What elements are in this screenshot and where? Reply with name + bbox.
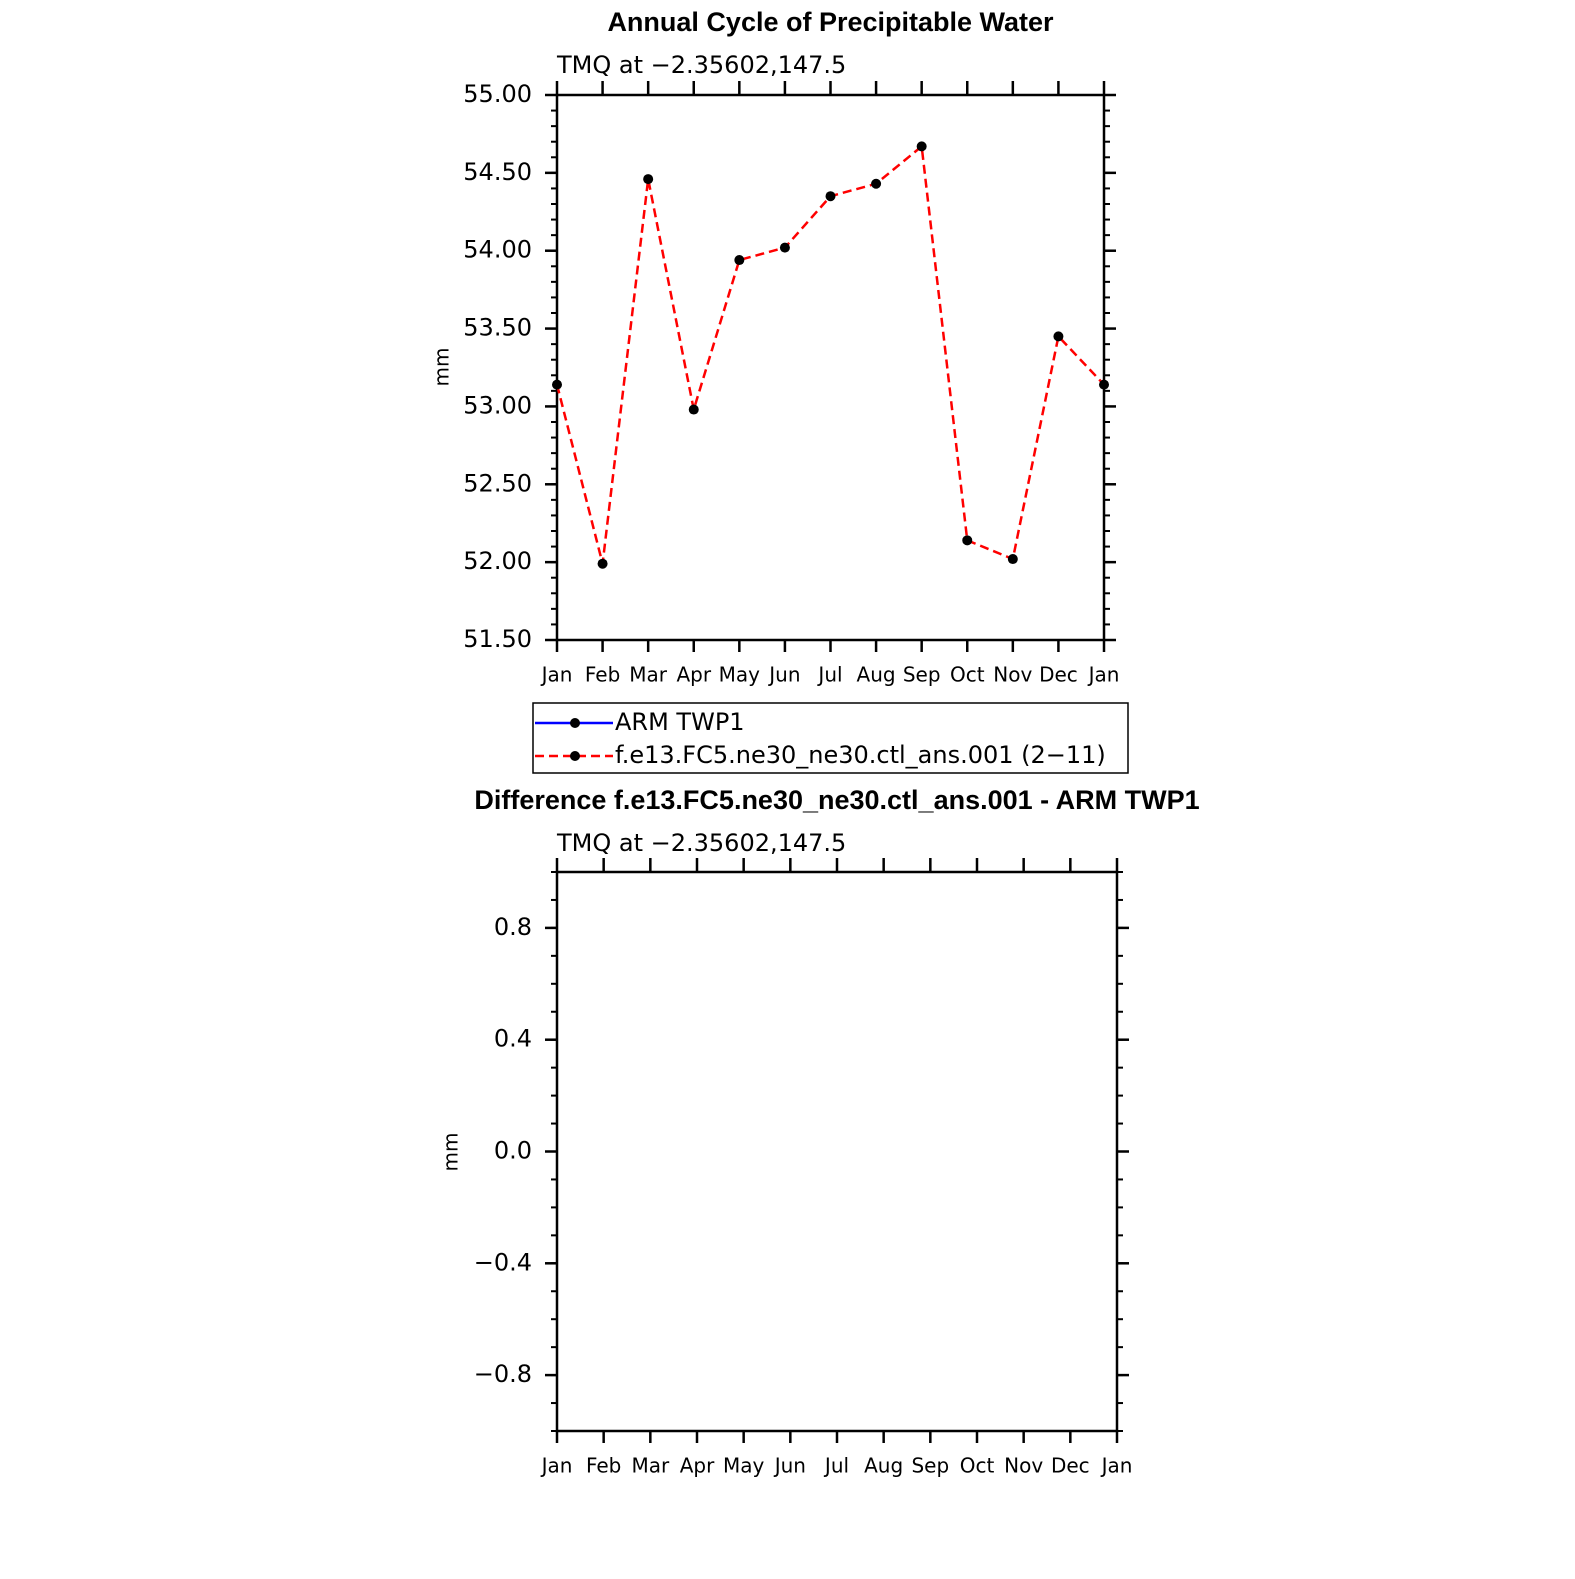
x-tick-label: May bbox=[723, 1454, 765, 1478]
y-tick-label: 53.00 bbox=[463, 391, 532, 419]
y-tick-label: −0.8 bbox=[474, 1360, 532, 1388]
plot-frame bbox=[555, 93, 1106, 642]
x-tick-label: Dec bbox=[1051, 1454, 1090, 1478]
y-axis-label: mm bbox=[430, 348, 454, 387]
x-tick-label: Sep bbox=[903, 663, 941, 687]
y-tick-label: 51.50 bbox=[463, 625, 532, 653]
x-tick-label: Jan bbox=[540, 1454, 573, 1478]
y-tick-label: 0.0 bbox=[494, 1137, 532, 1165]
x-tick-label: Sep bbox=[911, 1454, 949, 1478]
x-tick-label: Aug bbox=[857, 663, 896, 687]
y-tick-label: 52.50 bbox=[463, 469, 532, 497]
x-tick-label: Feb bbox=[586, 1454, 621, 1478]
x-tick-label: Jun bbox=[773, 1454, 806, 1478]
x-tick-label: Jan bbox=[540, 663, 573, 687]
data-point bbox=[916, 141, 927, 152]
data-point bbox=[779, 242, 790, 253]
x-tick-label: Jul bbox=[816, 663, 842, 687]
legend-box bbox=[532, 702, 1129, 774]
plot-frame bbox=[555, 870, 1119, 1433]
data-point bbox=[1007, 554, 1018, 565]
x-tick-label: Apr bbox=[680, 1454, 715, 1478]
data-point bbox=[688, 404, 699, 415]
x-tick-label: Feb bbox=[585, 663, 620, 687]
y-tick-label: 53.50 bbox=[463, 314, 532, 342]
x-tick-label: Jan bbox=[1100, 1454, 1133, 1478]
x-tick-label: May bbox=[719, 663, 761, 687]
chart-title: Difference f.e13.FC5.ne30_ne30.ctl_ans.0… bbox=[474, 785, 1199, 815]
y-tick-label: 54.50 bbox=[463, 158, 532, 186]
data-point bbox=[552, 379, 562, 390]
y-axis-label: mm bbox=[439, 1133, 463, 1172]
legend-label: ARM TWP1 bbox=[615, 708, 745, 736]
x-tick-label: Nov bbox=[1004, 1454, 1043, 1478]
x-tick-label: Apr bbox=[676, 663, 711, 687]
legend-marker bbox=[570, 751, 580, 761]
x-tick-label: Nov bbox=[993, 663, 1032, 687]
legend-marker bbox=[570, 718, 580, 728]
y-tick-label: 55.00 bbox=[463, 80, 532, 108]
x-tick-label: Jun bbox=[767, 663, 800, 687]
data-point bbox=[597, 558, 608, 569]
data-point bbox=[1053, 331, 1064, 342]
x-tick-label: Oct bbox=[950, 663, 985, 687]
chart-title: Annual Cycle of Precipitable Water bbox=[607, 7, 1054, 37]
x-tick-label: Jul bbox=[823, 1454, 849, 1478]
subtitle: TMQ at −2.35602,147.5 bbox=[556, 829, 846, 857]
data-point bbox=[825, 191, 836, 202]
x-tick-label: Jan bbox=[1087, 663, 1120, 687]
x-tick-label: Aug bbox=[864, 1454, 903, 1478]
x-tick-label: Dec bbox=[1039, 663, 1078, 687]
legend-label: f.e13.FC5.ne30_ne30.ctl_ans.001 (2−11) bbox=[615, 741, 1106, 769]
data-point bbox=[962, 535, 973, 546]
y-tick-label: 54.00 bbox=[463, 236, 532, 264]
y-tick-label: 0.8 bbox=[494, 913, 532, 941]
data-point bbox=[871, 178, 882, 189]
data-point bbox=[643, 174, 654, 185]
x-tick-label: Oct bbox=[960, 1454, 995, 1478]
subtitle: TMQ at −2.35602,147.5 bbox=[556, 51, 846, 79]
x-tick-label: Mar bbox=[631, 1454, 670, 1478]
data-point bbox=[734, 255, 745, 266]
y-tick-label: 0.4 bbox=[494, 1025, 532, 1053]
y-tick-label: 52.00 bbox=[463, 547, 532, 575]
x-tick-label: Mar bbox=[629, 663, 668, 687]
data-point bbox=[1099, 379, 1109, 390]
y-tick-label: −0.4 bbox=[474, 1248, 532, 1276]
